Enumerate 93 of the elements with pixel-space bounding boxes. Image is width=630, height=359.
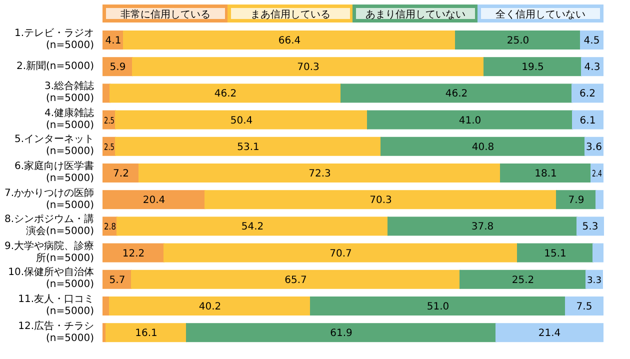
data-label: 19.5: [522, 62, 544, 74]
bar: [572, 84, 604, 103]
bar: [123, 30, 456, 50]
bar: [102, 243, 164, 262]
y-tick-label: 3.総合雑誌(n=5000): [43, 81, 94, 106]
bar: [109, 296, 311, 316]
data-label: 70.3: [297, 62, 320, 74]
bar: [596, 190, 604, 210]
data-label: 50.4: [230, 115, 253, 126]
data-label: 25.0: [506, 36, 530, 46]
data-label: 5.9: [110, 62, 126, 74]
bar: [116, 216, 388, 236]
data-label: 4.3: [584, 62, 600, 74]
bar: [186, 323, 496, 342]
bar: [132, 57, 484, 76]
bar: [556, 190, 596, 210]
y-tick-label: 9.大学や病院、診療所(n=5000): [3, 240, 94, 265]
data-label: 5.3: [582, 222, 598, 233]
bar: [380, 136, 586, 156]
data-label: 21.4: [538, 328, 561, 340]
data-label: 25.2: [512, 274, 534, 286]
bar: [115, 136, 382, 156]
data-label: 4.5: [584, 36, 600, 46]
bar: [455, 30, 581, 50]
data-label: 3.6: [586, 142, 602, 153]
bar: [484, 57, 582, 76]
bar: [102, 164, 140, 182]
series-label: まあ信用している: [250, 8, 330, 20]
bar: [131, 270, 460, 289]
data-label: 65.7: [284, 274, 307, 286]
y-tick-label: 8.シンポジウム・講演会(n=5000): [3, 214, 94, 238]
data-label: 70.3: [370, 195, 392, 206]
y-tick-label: 10.保健所や自治体(n=5000): [7, 267, 94, 292]
bar: [367, 110, 573, 130]
data-label: 46.2: [445, 88, 468, 100]
series-label: 非常に信用している: [120, 8, 210, 20]
data-label: 40.2: [198, 302, 222, 312]
data-label: 16.1: [135, 328, 158, 340]
series-label: 全く信用していない: [496, 8, 586, 20]
data-label: 72.3: [308, 168, 331, 180]
data-label: 7.5: [576, 302, 592, 312]
data-label: 66.4: [278, 36, 301, 46]
data-label: 6.1: [580, 115, 596, 126]
data-label: 37.8: [471, 222, 494, 233]
bar: [110, 84, 342, 103]
data-label: 41.0: [458, 115, 482, 126]
data-label: 5.7: [109, 274, 126, 286]
y-tick-label: 12.広告・チラシ(n=5000): [17, 320, 94, 345]
bar: [517, 243, 594, 262]
bar: [106, 323, 187, 342]
bar: [115, 110, 368, 130]
bar: [572, 110, 604, 130]
data-label: 2.8: [104, 222, 118, 233]
data-label: 53.1: [237, 142, 260, 153]
y-tick-label: 1.テレビ・ラジオ(n=5000): [13, 28, 94, 52]
y-tick-label: 6.家庭向け医学書(n=5000): [13, 161, 94, 185]
y-tick-label: 4.健康雑誌(n=5000): [43, 108, 94, 132]
bar: [496, 323, 604, 342]
bar: [388, 216, 578, 236]
data-label: 51.0: [426, 302, 450, 312]
data-label: 15.1: [544, 248, 566, 260]
y-tick-label: 2.新聞(n=5000): [15, 60, 94, 73]
data-label: 4.1: [105, 36, 122, 46]
data-label: 2.4: [592, 170, 606, 180]
data-label: 2.5: [104, 116, 118, 126]
bar: [204, 190, 557, 210]
bar: [164, 243, 518, 262]
bar: [565, 296, 604, 316]
data-label: 70.7: [330, 248, 352, 260]
bar: [592, 243, 604, 262]
data-label: 61.9: [330, 328, 352, 340]
bar: [102, 190, 206, 210]
bar: [576, 216, 604, 236]
data-label: 12.2: [122, 248, 145, 260]
y-tick-label: 7.かかりつけの医師(n=5000): [3, 188, 94, 212]
bar: [460, 270, 586, 289]
data-label: 7.9: [568, 195, 584, 206]
data-label: 46.2: [214, 88, 237, 100]
data-label: 2.5: [104, 142, 118, 153]
data-label: 40.8: [472, 142, 494, 153]
series-label: あまり信用していない: [366, 8, 466, 20]
bar: [340, 84, 572, 103]
bar: [500, 164, 592, 182]
y-tick-label: 11.友人・口コミ(n=5000): [17, 294, 94, 318]
data-label: 18.1: [534, 168, 557, 180]
y-tick-label: 5.インターネット(n=5000): [13, 134, 94, 158]
data-label: 3.3: [587, 276, 602, 286]
data-label: 20.4: [142, 195, 166, 206]
bar: [138, 164, 501, 182]
data-label: 54.2: [241, 222, 264, 233]
data-label: 7.2: [113, 168, 129, 180]
bar: [310, 296, 566, 316]
data-label: 6.2: [580, 88, 596, 100]
